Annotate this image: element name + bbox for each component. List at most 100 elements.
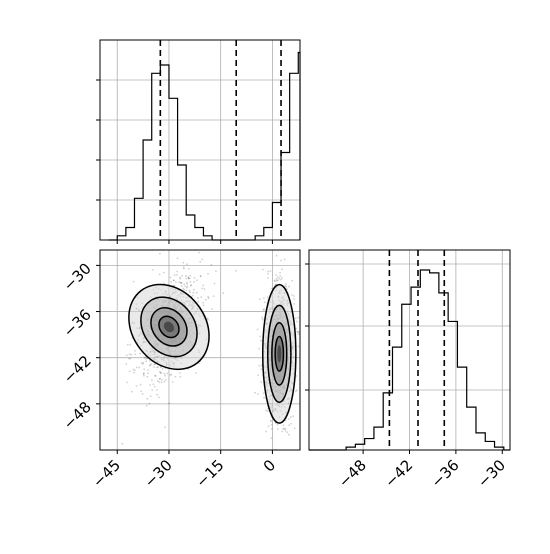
scatter-point [278, 277, 281, 280]
scatter-point [169, 276, 172, 279]
scatter-point [265, 409, 267, 412]
scatter-point [160, 381, 163, 384]
axis-ticks [305, 263, 503, 454]
scatter-point [191, 294, 194, 297]
scatter-point [151, 379, 153, 382]
scatter-point [187, 277, 190, 280]
scatter-point [281, 268, 283, 271]
scatter-point [152, 269, 154, 271]
quantile-lines [159, 40, 282, 240]
scatter-point [133, 371, 135, 374]
scatter-point [161, 368, 164, 370]
scatter-point [130, 353, 133, 356]
scatter-point [130, 390, 133, 393]
scatter-point [270, 287, 273, 290]
scatter-point [182, 266, 185, 269]
scatter-point [146, 397, 149, 400]
scatter-point [189, 280, 192, 283]
scatter-point [160, 372, 163, 374]
scatter-point [178, 281, 181, 283]
scatter-point [295, 375, 298, 377]
scatter-point [206, 317, 209, 320]
contour-line [266, 304, 292, 404]
scatter-point [173, 279, 175, 282]
scatter-point [257, 374, 259, 376]
scatter-point [267, 270, 269, 273]
scatter-point [270, 420, 272, 423]
y-tick-label: −48 [60, 398, 95, 433]
scatter-point [173, 284, 176, 287]
scatter-point [128, 357, 130, 360]
histogram-steps [309, 269, 510, 451]
scatter-point [263, 308, 265, 311]
contour-line [128, 283, 210, 371]
scatter-point [296, 389, 298, 392]
scatter-point [161, 378, 164, 381]
scatter-point [173, 274, 176, 277]
scatter-point [297, 316, 300, 319]
scatter-point [158, 378, 161, 380]
scatter-point [176, 274, 178, 276]
scatter-point [157, 366, 160, 368]
scatter-point [263, 396, 265, 399]
scatter-point [297, 333, 300, 335]
scatter-point [141, 393, 144, 395]
scatter-point [145, 404, 148, 407]
scatter-point [277, 428, 279, 430]
scatter-point [282, 428, 285, 430]
scatter-point [153, 363, 156, 366]
scatter-point [200, 296, 203, 299]
scatter-point [148, 402, 151, 405]
scatter-point [149, 395, 152, 397]
scatter-point [179, 282, 182, 284]
density-fill [277, 345, 282, 363]
scatter-point [158, 273, 161, 276]
scatter-point [181, 274, 184, 277]
scatter-point [180, 281, 183, 284]
scatter-point [267, 277, 269, 279]
scatter-point [142, 372, 145, 375]
scatter-point [159, 252, 161, 255]
contour-line [140, 296, 198, 358]
scatter-point [193, 288, 195, 291]
scatter-point [276, 279, 279, 282]
scatter-point [169, 374, 172, 377]
scatter-point [294, 317, 297, 320]
scatter-point [207, 297, 210, 300]
scatter-point [129, 344, 132, 346]
scatter-point [149, 384, 151, 386]
scatter-point [128, 353, 131, 356]
plot-frame [308, 249, 511, 451]
scatter-point [159, 370, 161, 373]
scatter-point [288, 433, 290, 436]
contour-line [271, 321, 288, 386]
quantile-lines [388, 250, 446, 450]
scatter-point [179, 277, 182, 280]
scatter-point [183, 283, 186, 286]
scatter-point [134, 353, 137, 356]
scatter-point [162, 271, 165, 274]
plot-frame [99, 39, 301, 241]
scatter-point [126, 381, 128, 384]
scatter-point [171, 381, 174, 383]
scatter-point [192, 291, 195, 294]
density-scatter-panel: −45 −30 −15 0 −30 −36 −42 −48 [60, 249, 301, 491]
scatter-point [164, 374, 167, 377]
scatter-point [170, 373, 173, 376]
scatter-point [164, 378, 167, 381]
scatter-point [211, 308, 213, 310]
scatter-point [189, 274, 192, 277]
scatter-point [168, 402, 171, 405]
contour-line [158, 315, 180, 339]
scatter-point [205, 298, 207, 301]
scatter-point [140, 390, 143, 392]
scatter-point [270, 424, 273, 426]
scatter-point [154, 363, 157, 366]
scatter-point [190, 284, 193, 286]
scatter-point [143, 374, 145, 377]
scatter-point [202, 304, 205, 307]
contour-line [274, 335, 285, 372]
scatter-point [290, 416, 292, 418]
scatter-point [266, 296, 269, 298]
